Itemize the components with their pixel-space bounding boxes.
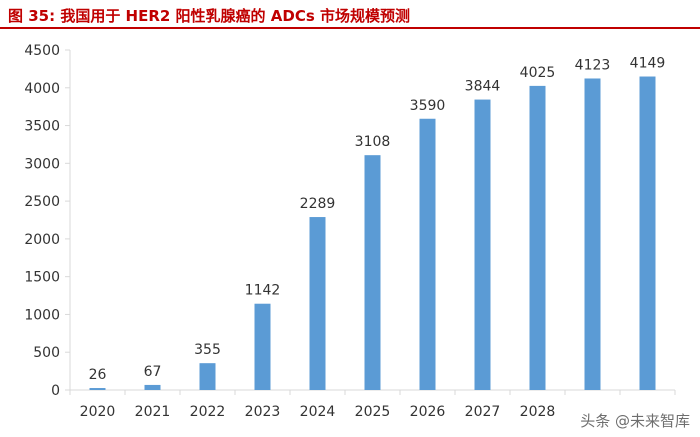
bar	[144, 384, 161, 390]
y-tick-label: 2000	[24, 232, 60, 248]
bar	[364, 155, 381, 390]
watermark-text: 头条 @未来智库	[580, 412, 690, 430]
data-label: 1142	[245, 283, 281, 299]
x-tick-label: 2020	[80, 404, 116, 420]
bar	[419, 118, 436, 390]
y-tick-label: 2500	[24, 194, 60, 210]
bar	[199, 363, 216, 390]
y-tick-label: 3500	[24, 119, 60, 135]
y-tick-label: 0	[51, 383, 60, 399]
x-tick-label: 2027	[465, 404, 501, 420]
x-tick-label: 2024	[300, 404, 336, 420]
x-tick-label: 2025	[355, 404, 391, 420]
data-label: 3844	[465, 79, 501, 95]
x-tick-label: 2021	[135, 404, 171, 420]
y-tick-label: 1000	[24, 307, 60, 323]
bar	[474, 99, 491, 390]
bar	[89, 388, 106, 390]
y-tick-label: 1500	[24, 270, 60, 286]
data-label: 3108	[355, 134, 391, 150]
data-label: 2289	[300, 196, 336, 212]
bar	[529, 85, 546, 390]
figure-title: 图 35: 我国用于 HER2 阳性乳腺癌的 ADCs 市场规模预测	[8, 7, 410, 25]
bar	[254, 303, 271, 390]
watermark: 头条 @未来智库	[580, 410, 690, 431]
data-label: 4123	[575, 57, 611, 73]
y-tick-label: 4500	[24, 43, 60, 59]
data-label: 67	[144, 364, 162, 380]
x-tick-label: 2023	[245, 404, 281, 420]
x-tick-label: 2022	[190, 404, 226, 420]
y-tick-label: 3000	[24, 156, 60, 172]
y-tick-label: 4000	[24, 81, 60, 97]
title-divider	[0, 27, 700, 29]
x-tick-label: 2028	[520, 404, 556, 420]
data-label: 355	[194, 342, 221, 358]
data-label: 26	[89, 367, 107, 383]
bar	[309, 217, 326, 390]
bar	[639, 76, 656, 391]
data-label: 3590	[410, 98, 446, 114]
bar	[584, 78, 601, 391]
data-label: 4149	[630, 56, 666, 72]
x-tick-label: 2026	[410, 404, 446, 420]
y-tick-label: 500	[33, 345, 60, 361]
data-label: 4025	[520, 65, 556, 81]
